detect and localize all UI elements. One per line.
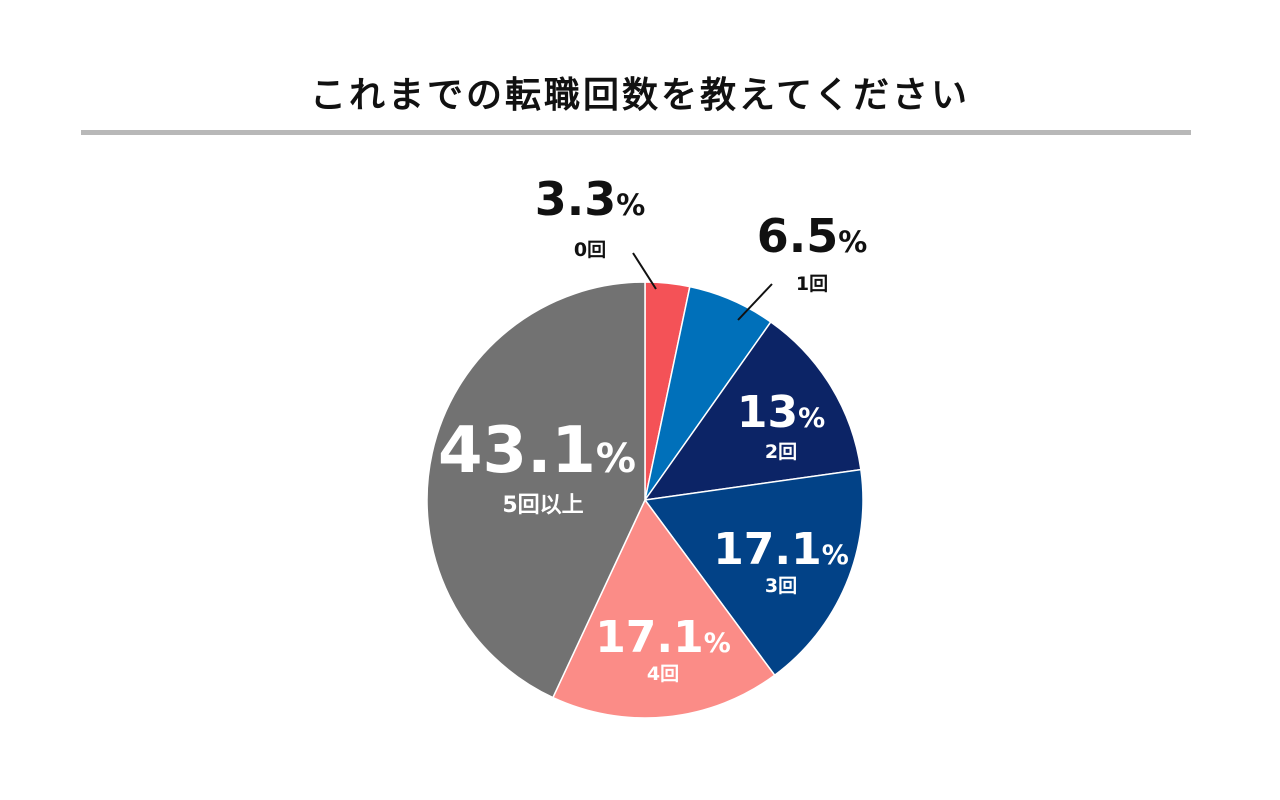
- pie-slice: [552, 499, 776, 719]
- chart-title: これまでの転職回数を教えてください: [309, 75, 971, 116]
- slice-percent-label: 17.1%: [713, 524, 849, 575]
- slice-category-label: 0回: [574, 239, 606, 261]
- leader-line: [632, 252, 657, 290]
- pie-slices: [426, 281, 864, 719]
- pie-slice: [426, 281, 646, 699]
- slice-category-label: 5回以上: [502, 493, 583, 518]
- slice-percent-label: 6.5%: [757, 209, 868, 263]
- slice-category-label: 2回: [765, 441, 797, 463]
- slice-percent-label: 17.1%: [595, 612, 731, 663]
- pie-slice: [644, 468, 864, 676]
- slice-percent-label: 43.1%: [438, 414, 636, 488]
- pie-slice: [644, 321, 862, 501]
- slice-percent-label: 13%: [737, 387, 825, 438]
- slice-category-label: 4回: [647, 663, 679, 685]
- title-divider: [81, 130, 1191, 135]
- slice-category-label: 3回: [765, 575, 797, 597]
- slice-category-label: 1回: [796, 273, 828, 295]
- leader-line: [737, 283, 773, 321]
- slice-percent-label: 3.3%: [535, 172, 646, 226]
